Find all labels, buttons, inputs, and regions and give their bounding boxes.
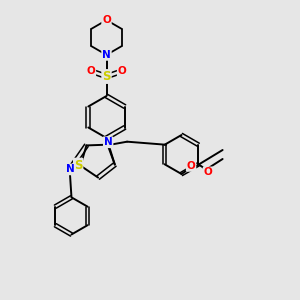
Text: O: O <box>187 161 196 171</box>
Text: O: O <box>204 167 212 177</box>
Text: O: O <box>118 66 127 76</box>
Text: N: N <box>65 164 74 174</box>
Text: S: S <box>102 70 111 83</box>
Text: N: N <box>102 50 111 60</box>
Text: O: O <box>86 66 95 76</box>
Text: S: S <box>74 159 82 172</box>
Text: O: O <box>102 15 111 25</box>
Text: N: N <box>104 137 112 147</box>
